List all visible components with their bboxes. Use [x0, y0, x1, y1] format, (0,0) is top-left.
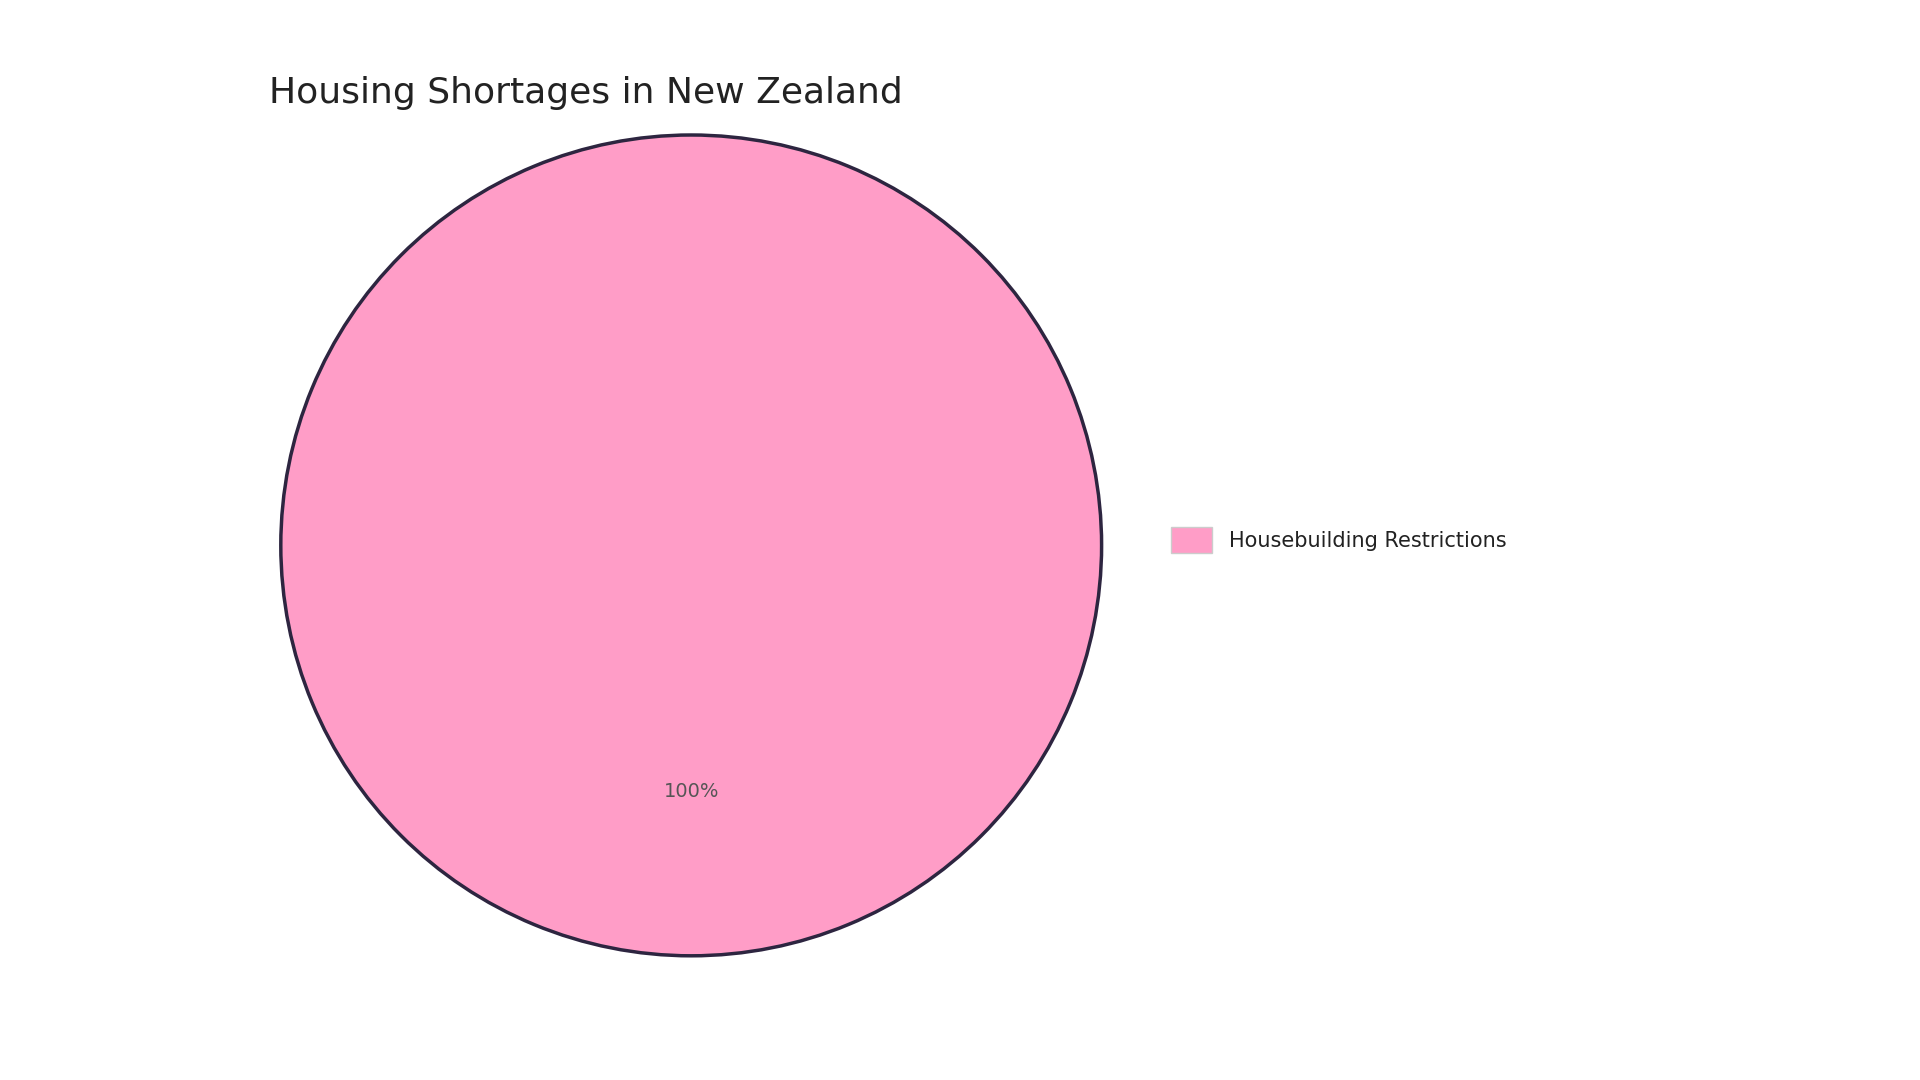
Wedge shape: [280, 135, 1102, 956]
Legend: Housebuilding Restrictions: Housebuilding Restrictions: [1162, 519, 1515, 561]
Text: 100%: 100%: [664, 782, 718, 801]
Text: Housing Shortages in New Zealand: Housing Shortages in New Zealand: [269, 76, 902, 109]
